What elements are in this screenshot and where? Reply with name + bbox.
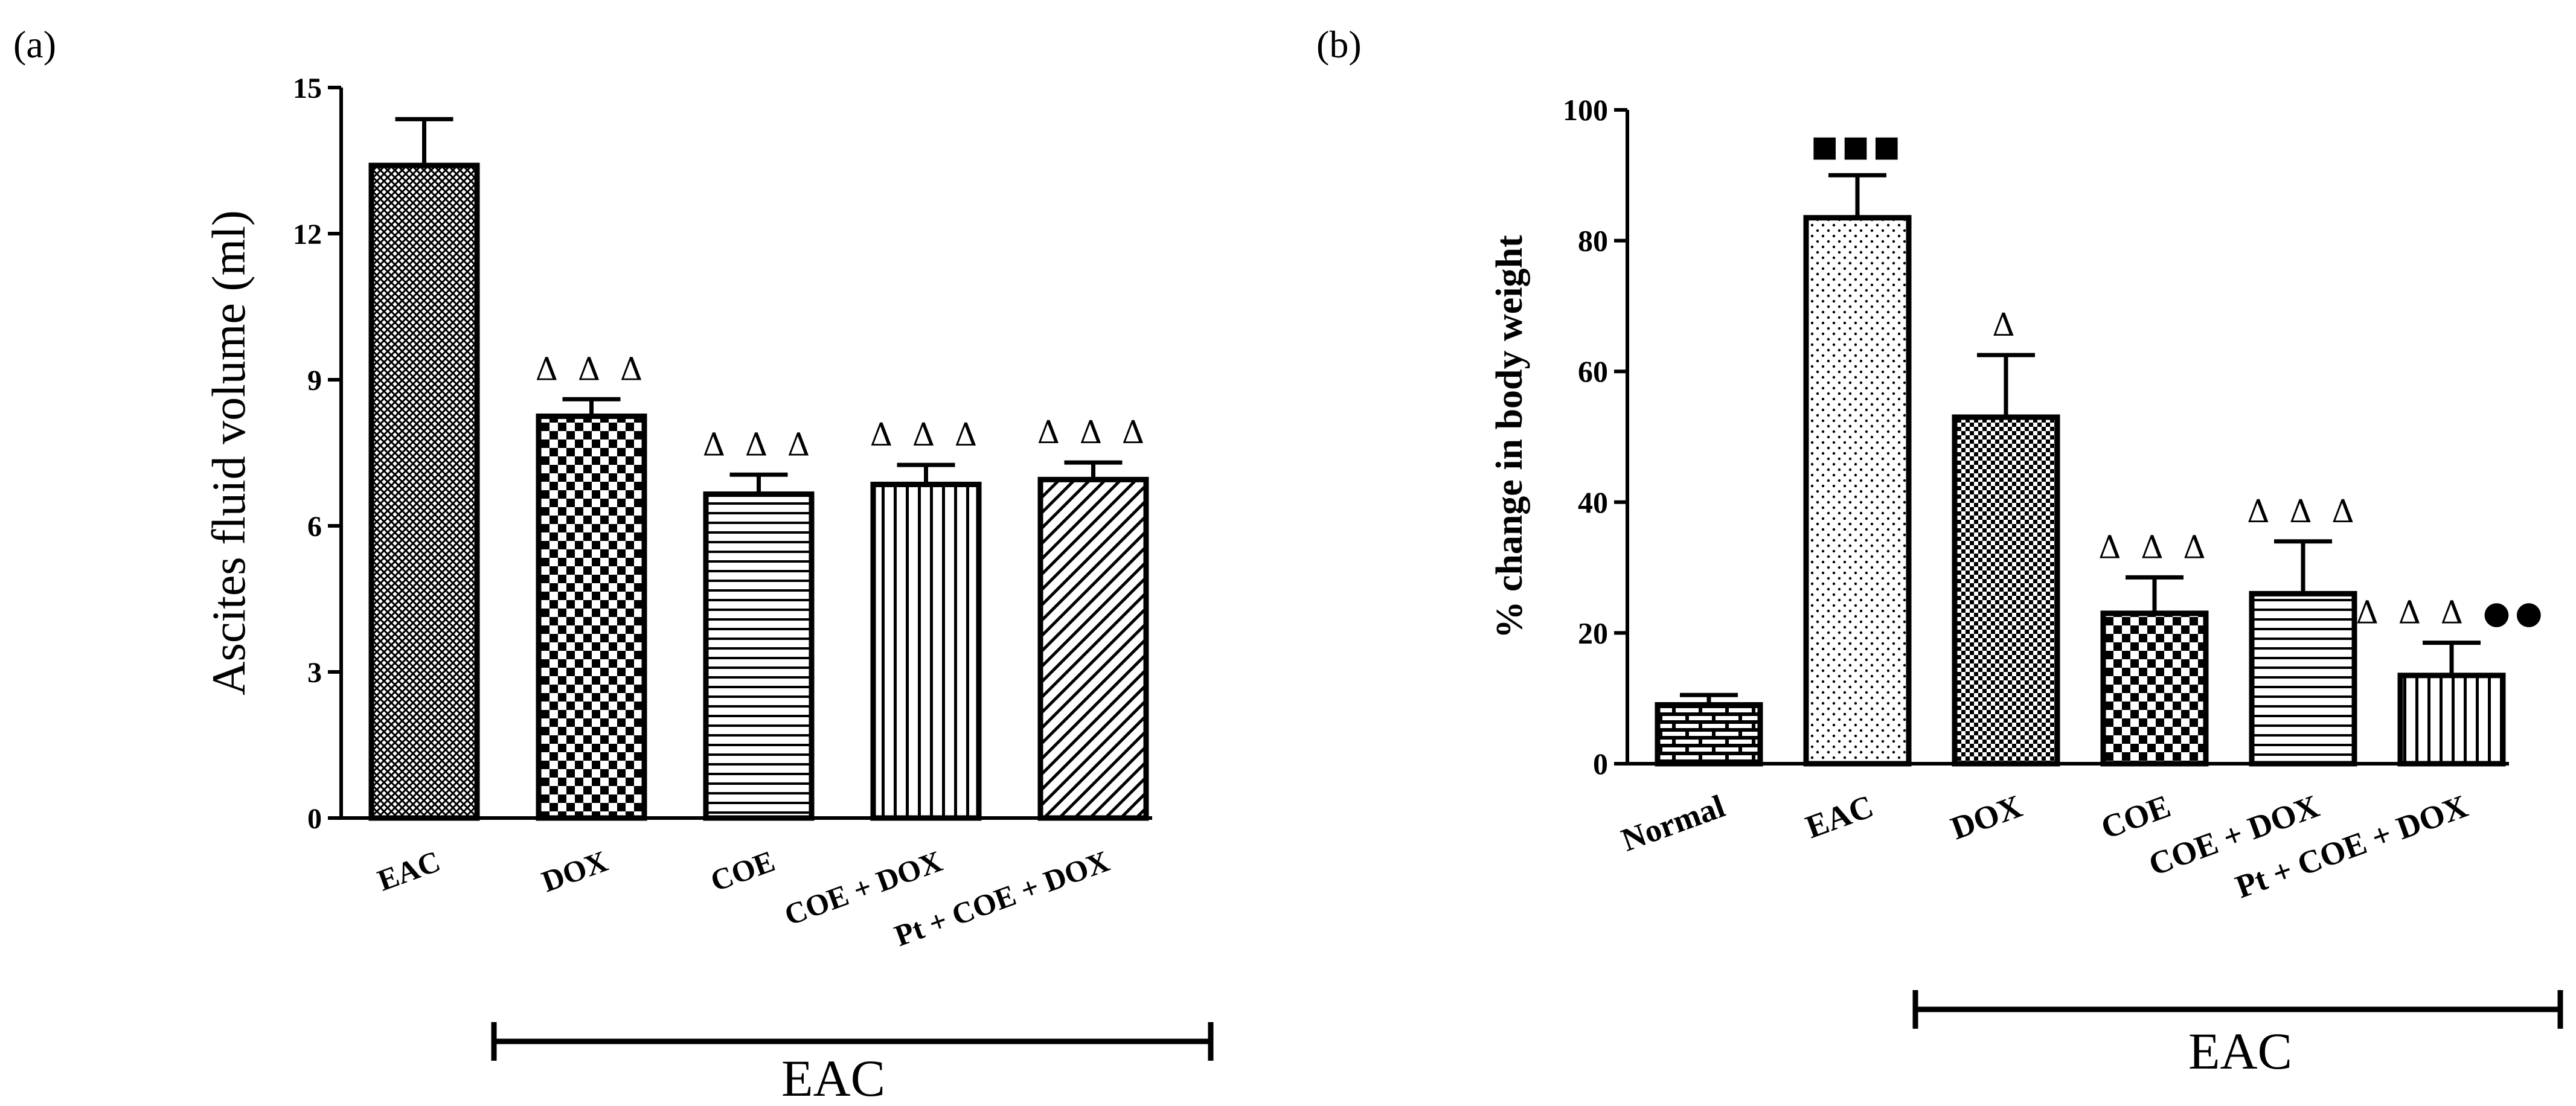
- y-tick-label: 100: [1563, 93, 1608, 127]
- chart-a: 0 3 6 9 12 15 Ascites fluid volume (ml) EAC Δ Δ …: [202, 72, 1214, 1106]
- bar: [1037, 476, 1149, 821]
- y-tick-label: 0: [307, 803, 322, 835]
- y-axis-title: Ascites fluid volume (ml): [202, 210, 255, 695]
- bar: [1655, 702, 1763, 767]
- bar: [1952, 414, 2060, 767]
- significance-marker: Δ Δ Δ: [703, 427, 815, 463]
- significance-marker: Δ: [1992, 307, 2020, 344]
- panel-label-b: (b): [1316, 23, 1362, 66]
- bar: [1803, 215, 1912, 767]
- y-tick-label: 80: [1578, 224, 1608, 258]
- category-label: COE: [706, 844, 779, 898]
- category-label: Normal: [1616, 788, 1729, 858]
- group-bracket-label: EAC: [2188, 1022, 2292, 1080]
- chart-b: 0 20 40 60 80 100 % change in body weight Norma…: [1489, 93, 2563, 1080]
- category-label: DOX: [1946, 788, 2027, 846]
- y-tick-label: 9: [307, 365, 322, 397]
- bar: [2249, 590, 2357, 767]
- category-label: DOX: [537, 844, 612, 899]
- bar: [368, 162, 480, 821]
- category-label: EAC: [373, 844, 444, 898]
- bar: [870, 481, 982, 821]
- significance-marker: Δ Δ Δ: [870, 417, 982, 453]
- significance-marker: Δ Δ Δ: [1037, 415, 1150, 451]
- category-label: COE: [2097, 788, 2175, 846]
- y-tick-label: 15: [293, 72, 322, 104]
- y-tick-label: 3: [307, 657, 322, 689]
- bar: [703, 491, 815, 821]
- group-bracket-label: EAC: [781, 1049, 885, 1106]
- y-tick-label: 0: [1593, 747, 1608, 781]
- significance-marker: Δ Δ Δ: [2247, 494, 2359, 530]
- significance-marker: Δ Δ Δ: [536, 351, 648, 388]
- category-label: EAC: [1801, 788, 1878, 845]
- bar: [2397, 673, 2506, 767]
- y-tick-label: 6: [307, 511, 322, 543]
- bar: [2100, 610, 2209, 767]
- significance-marker: Δ Δ Δ: [2098, 529, 2211, 566]
- bar: [536, 414, 647, 821]
- y-tick-label: 20: [1578, 616, 1608, 650]
- panel-label-a: (a): [13, 23, 56, 66]
- significance-marker: Δ Δ Δ ●●: [2356, 595, 2548, 631]
- y-tick-label: 40: [1578, 485, 1608, 519]
- y-axis-title: % change in body weight: [1489, 235, 1530, 639]
- significance-marker: ■■■: [1811, 129, 1904, 163]
- y-tick-label: 12: [293, 219, 322, 251]
- y-tick-label: 60: [1578, 354, 1608, 388]
